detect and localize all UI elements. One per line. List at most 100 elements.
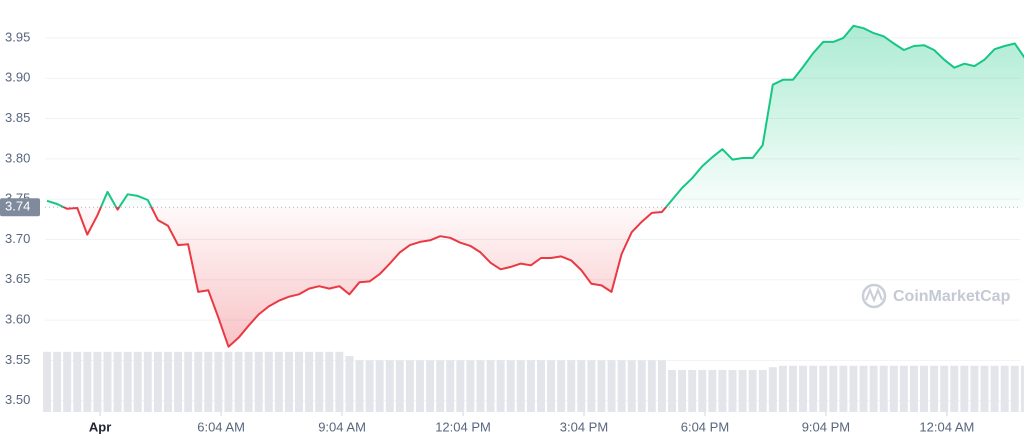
- volume-bar: [879, 365, 888, 412]
- baseline-label: 3.74: [5, 199, 30, 214]
- y-tick-label: 3.95: [5, 29, 30, 44]
- volume-bar: [416, 360, 424, 412]
- volume-bar: [103, 351, 112, 412]
- volume-bar: [53, 351, 62, 412]
- volume-bar: [536, 360, 545, 412]
- volume-bar: [335, 351, 344, 412]
- volume-bar: [43, 351, 51, 412]
- baseline-label-box: [0, 198, 40, 217]
- price-line: [46, 24, 1024, 348]
- volume-bar: [637, 360, 646, 412]
- volume-bar: [819, 365, 828, 412]
- y-tick-label: 3.65: [5, 271, 30, 286]
- volume-bar: [496, 360, 505, 412]
- volume-bar: [153, 351, 162, 412]
- volume-bar: [647, 360, 656, 412]
- volume-bar: [607, 360, 616, 412]
- volume-bar: [547, 360, 556, 412]
- volume-bar: [405, 360, 414, 412]
- volume-bar: [778, 365, 787, 412]
- volume-bar: [234, 351, 243, 412]
- volume-bar: [436, 360, 445, 412]
- watermark-text: CoinMarketCap: [893, 288, 1011, 305]
- volume-bar: [980, 365, 989, 412]
- volume-bar: [486, 360, 495, 412]
- y-tick-label: 3.80: [5, 150, 30, 165]
- volume-bar: [315, 351, 324, 412]
- volume-bar: [284, 351, 293, 412]
- y-tick-label: 3.70: [5, 231, 30, 246]
- volume-bar: [73, 351, 82, 412]
- volume-bar: [355, 360, 364, 412]
- volume-bar: [597, 360, 606, 412]
- volume-bar: [264, 351, 273, 412]
- volume-bar: [950, 365, 959, 412]
- volume-bar: [93, 351, 102, 412]
- volume-bar: [698, 370, 707, 412]
- volume-bar: [214, 351, 223, 412]
- volume-bar: [516, 360, 525, 412]
- volume-bar: [244, 351, 253, 412]
- volume-bar: [849, 365, 858, 412]
- volume-bar: [577, 360, 586, 412]
- volume-bar: [174, 351, 183, 412]
- volume-bar: [738, 370, 747, 412]
- volume-bar: [305, 351, 314, 412]
- volume-bar: [909, 365, 918, 412]
- volume-bar: [506, 360, 515, 412]
- volume-bar: [83, 351, 92, 412]
- volume-bar: [204, 351, 213, 412]
- volume-bar: [688, 370, 697, 412]
- volume-bar: [718, 370, 727, 412]
- volume-bar: [1020, 365, 1024, 412]
- y-tick-label: 3.50: [5, 392, 30, 407]
- volume-bar: [426, 360, 435, 412]
- volume-bar: [466, 360, 475, 412]
- volume-bar: [869, 365, 878, 412]
- volume-bar: [557, 360, 566, 412]
- volume-bar: [899, 365, 908, 412]
- x-tick-label: 6:04 AM: [197, 419, 245, 434]
- volume-bar: [526, 360, 535, 412]
- x-tick-label: 9:04 PM: [802, 419, 850, 434]
- volume-bar: [184, 351, 193, 412]
- volume-bar: [295, 351, 304, 412]
- volume-bar: [587, 360, 596, 412]
- volume-bar: [63, 351, 72, 412]
- volume-bar: [224, 351, 233, 412]
- volume-bar: [254, 351, 263, 412]
- volume-bar: [859, 365, 868, 412]
- volume-bar: [617, 360, 626, 412]
- volume-bar: [799, 365, 808, 412]
- volume-bar: [375, 360, 384, 412]
- volume-bar: [809, 365, 818, 412]
- x-tick-label: 12:04 AM: [919, 419, 974, 434]
- volume-bar: [274, 351, 283, 412]
- volume-bar: [113, 351, 122, 412]
- volume-bar: [668, 370, 676, 412]
- volume-bar: [940, 365, 949, 412]
- volume-bar: [930, 365, 939, 412]
- volume-bar: [365, 360, 374, 412]
- volume-bar: [133, 351, 142, 412]
- volume-bar: [567, 360, 576, 412]
- volume-bar: [476, 360, 485, 412]
- volume-bar: [889, 365, 898, 412]
- x-tick-label: 12:04 PM: [435, 419, 491, 434]
- volume-bar: [789, 365, 797, 412]
- volume-bar: [143, 351, 152, 412]
- volume-bar: [970, 365, 979, 412]
- volume-bar: [708, 370, 717, 412]
- watermark: CoinMarketCap: [861, 283, 1011, 309]
- x-tick-label: Apr: [89, 419, 111, 434]
- volume-bar: [325, 351, 334, 412]
- volume-bar: [768, 367, 777, 412]
- volume-bar: [657, 360, 666, 412]
- area: [47, 25, 1024, 347]
- volume-bar: [1000, 365, 1009, 412]
- volume-bar: [446, 360, 455, 412]
- volume-bar: [960, 365, 969, 412]
- volume-bar: [748, 370, 757, 412]
